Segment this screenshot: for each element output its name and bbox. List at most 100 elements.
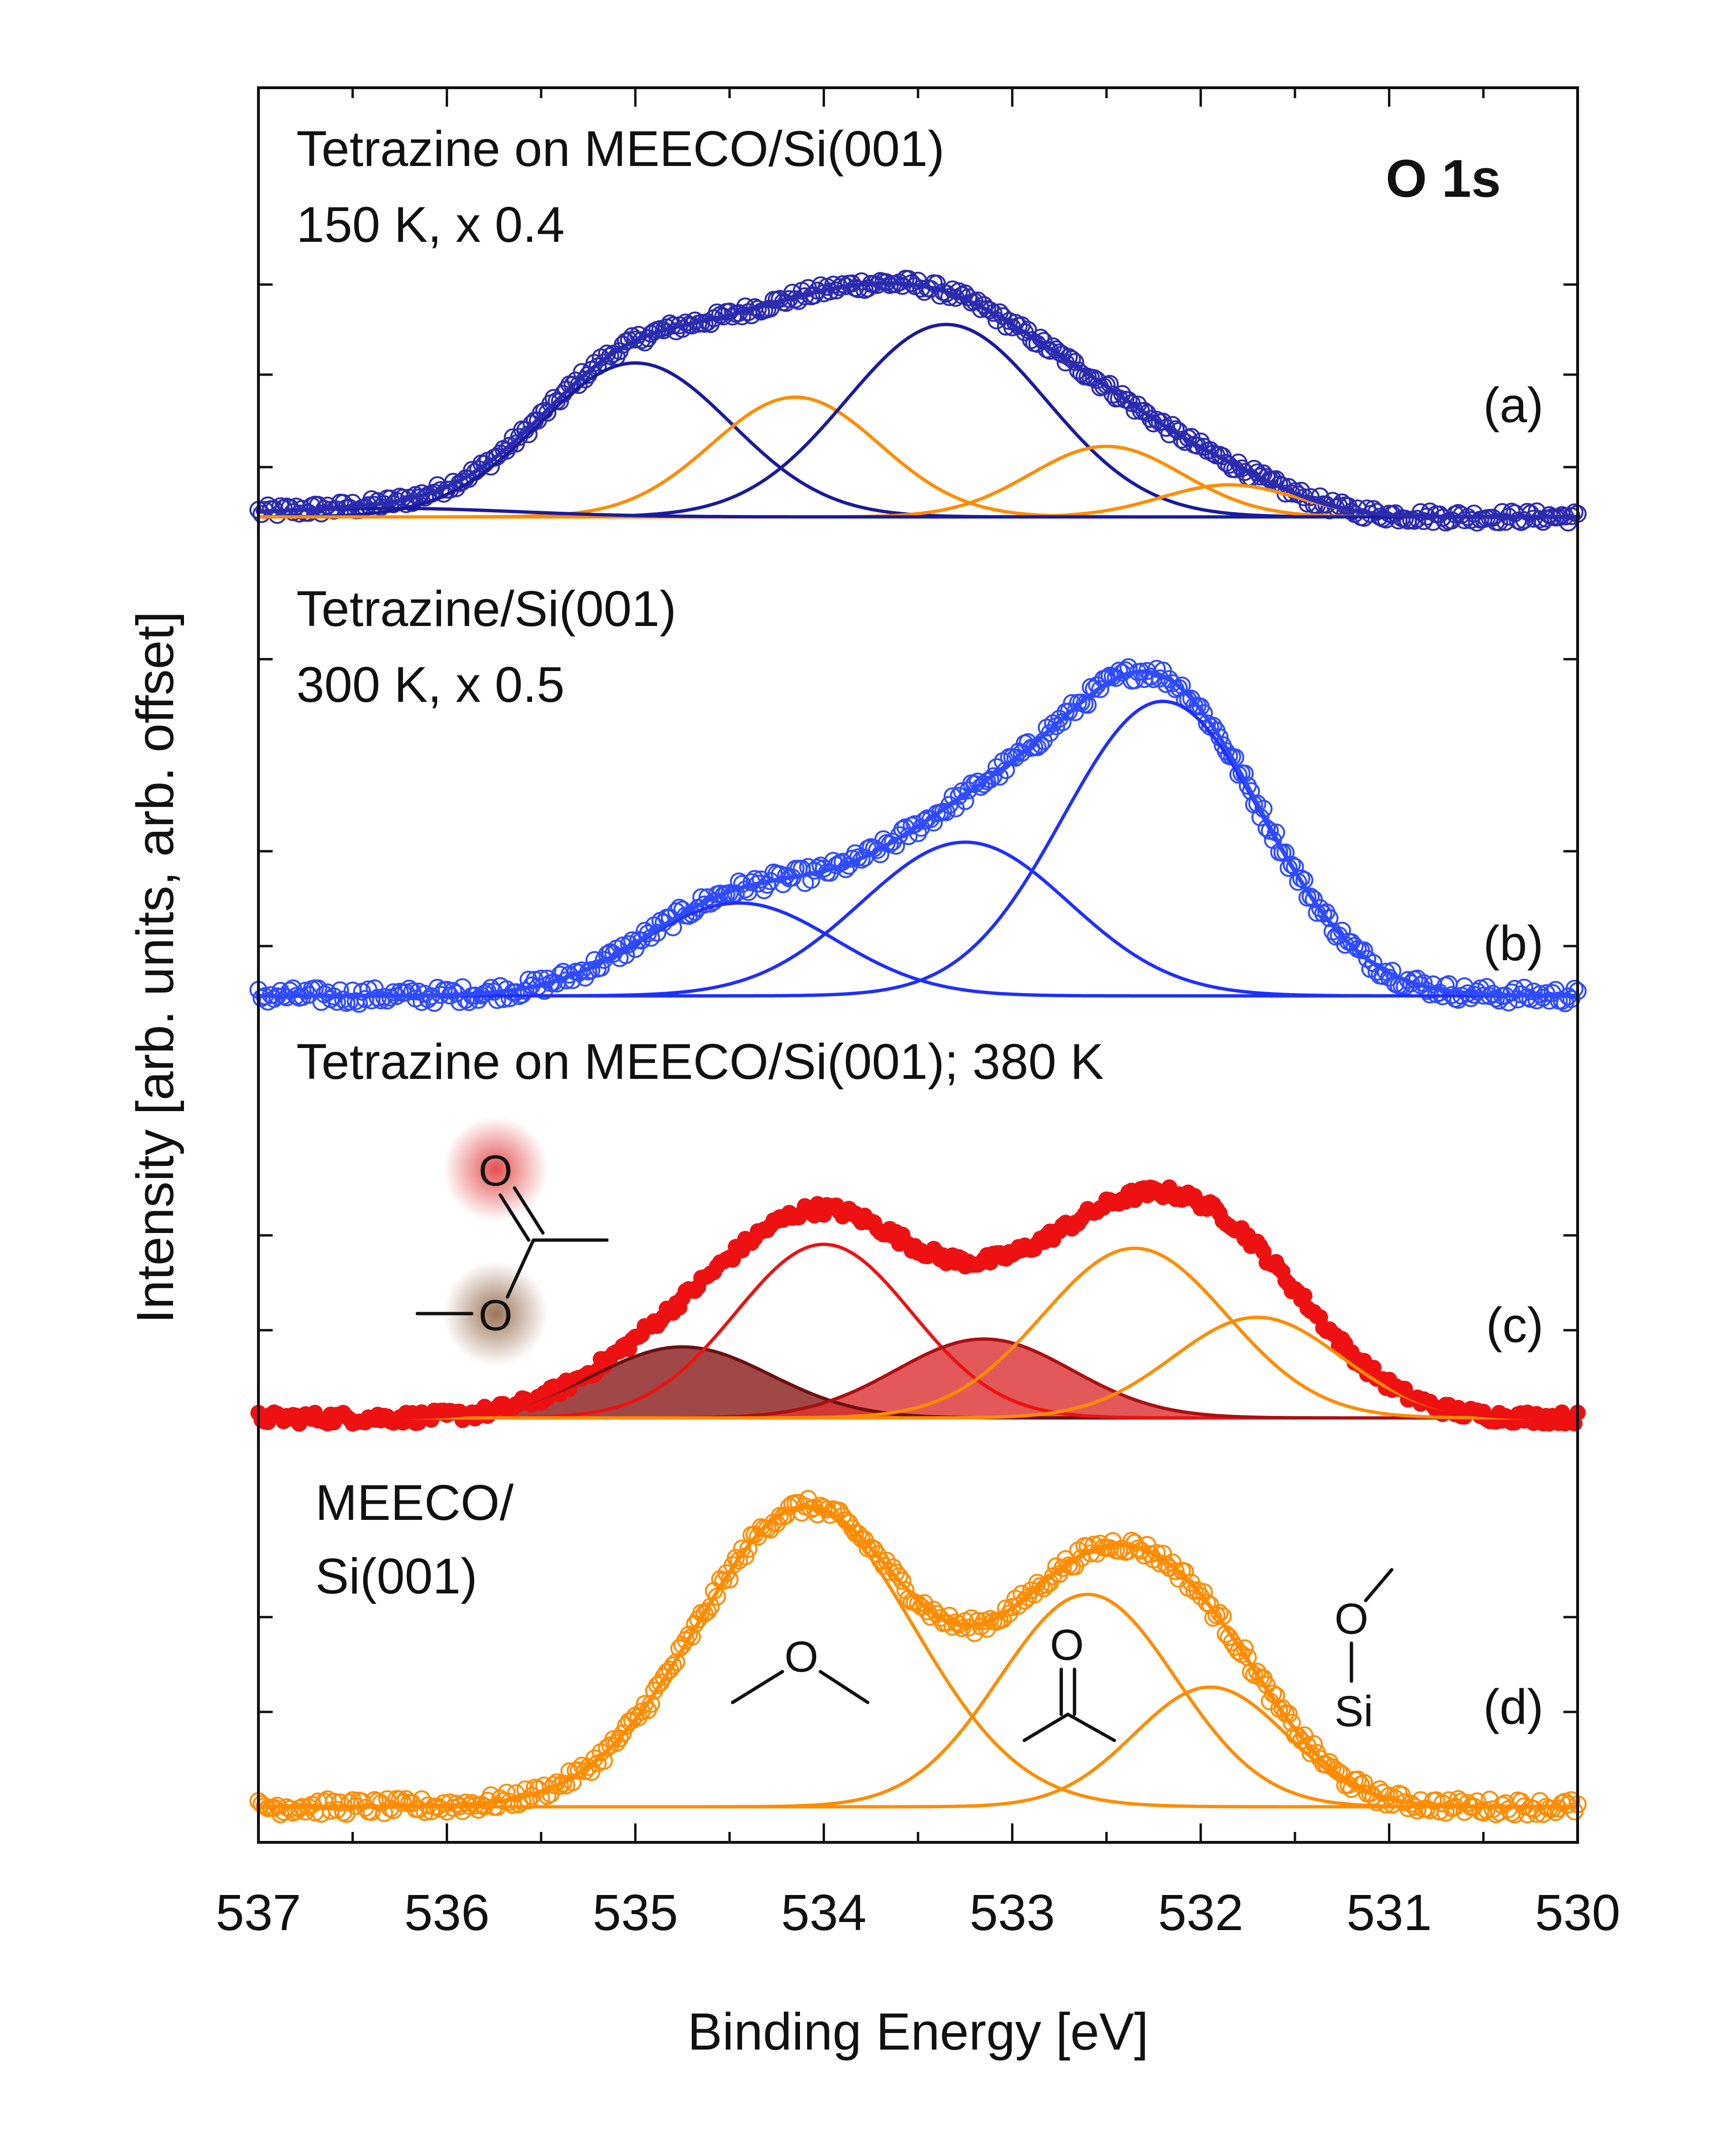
panel-b-data-point	[1217, 742, 1235, 760]
panel-b-data-point	[774, 875, 792, 893]
panel-b-data-point	[1053, 713, 1072, 731]
panel-a-data-point	[1490, 513, 1508, 532]
panel-b-data-point	[1248, 794, 1267, 813]
panel-b-data-point	[1302, 887, 1320, 906]
carbonyl-oxygen-label: O	[478, 1147, 513, 1195]
panel-d-data-point	[959, 1619, 977, 1637]
panel-b-data-point	[1304, 890, 1323, 909]
x-axis: 537 536 535 534 533 532 531 530	[216, 88, 1620, 1941]
panel-d-data-point	[1477, 1801, 1496, 1819]
panel-b	[249, 658, 1587, 1013]
panel-b-component-2	[258, 699, 1578, 998]
panel-b-data-point	[1283, 855, 1301, 874]
ether-oxygen-label: O	[478, 1291, 513, 1340]
panel-a-title-line1: Tetrazine on MEECO/Si(001)	[296, 121, 945, 177]
panel-c	[250, 1179, 1586, 1432]
spectra-panels	[249, 269, 1587, 1824]
panel-c-envelope	[258, 1190, 1578, 1420]
carbonyl-oxygen-glow	[443, 1117, 548, 1221]
panel-b-data-point	[1091, 680, 1110, 699]
panel-d-data-point	[1556, 1793, 1574, 1811]
panel-b-data-point	[444, 982, 462, 1000]
panel-d-data-point	[1031, 1577, 1050, 1595]
panel-b-data-point	[978, 772, 996, 791]
panel-d-data-point	[576, 1762, 594, 1780]
panel-b-data-point	[296, 982, 315, 1000]
x-tick-label: 530	[1535, 1884, 1620, 1941]
x-axis-title: Binding Energy [eV]	[688, 2003, 1148, 2061]
panel-d-data-point	[658, 1663, 676, 1682]
panel-b-data-point	[884, 833, 902, 851]
panel-b-data-point	[1490, 991, 1508, 1010]
x-tick-label: 531	[1346, 1884, 1432, 1941]
panel-d-data-point	[1198, 1593, 1216, 1612]
panel-b-data-point	[1320, 909, 1339, 927]
panel-c-label: (c)	[1486, 1298, 1543, 1353]
panel-b-label: (b)	[1483, 916, 1543, 971]
panel-d-label: (d)	[1483, 1680, 1543, 1735]
panel-a-data-point	[1396, 509, 1414, 528]
panel-d-data-point	[607, 1734, 626, 1752]
panel-d-title-line2: Si(001)	[315, 1548, 478, 1604]
x-tick-label: 536	[404, 1884, 489, 1941]
panel-b-data-point	[808, 859, 827, 877]
panel-b-data-point	[1012, 744, 1031, 762]
panel-d-data-point	[1016, 1591, 1034, 1610]
panel-b-data-point	[569, 964, 588, 982]
panel-a-component-1	[258, 395, 1578, 519]
panel-c-component-4	[258, 1315, 1578, 1420]
panel-a	[249, 269, 1587, 532]
panel-d-envelope	[258, 1504, 1578, 1809]
panel-d	[249, 1490, 1587, 1824]
chart-title: O 1s	[1386, 149, 1501, 208]
panel-b-data-point	[1041, 724, 1059, 742]
panel-a-data-point	[601, 347, 619, 365]
panel-a-data-point	[538, 404, 557, 422]
silanol-ether-icon: O Si	[1334, 1568, 1394, 1736]
panel-d-data-point	[683, 1628, 701, 1646]
ether-oxygen-glow	[443, 1261, 548, 1366]
panel-a-data-point	[1188, 437, 1207, 455]
y-axis-title: Intensity [arb. units, arb. offset]	[126, 611, 184, 1324]
panel-d-data-point	[893, 1572, 911, 1590]
ether-group-oxygen-label: O	[784, 1633, 818, 1681]
panel-b-title-line2: 300 K, x 0.5	[296, 657, 565, 713]
panel-a-component-5	[258, 506, 1578, 519]
panel-d-title-line1: MEECO/	[315, 1475, 514, 1531]
panel-c-component-0-fill	[258, 1347, 1578, 1418]
panel-d-component-2	[258, 1685, 1578, 1809]
panel-a-data-point	[1041, 341, 1059, 360]
panel-c-title-line1: Tetrazine on MEECO/Si(001); 380 K	[296, 1034, 1104, 1090]
panel-a-data-point	[1141, 410, 1160, 428]
panel-c-component-2-fill	[258, 1339, 1578, 1418]
carbonyl-group-icon: O	[1022, 1621, 1116, 1742]
panel-c-data-point	[1296, 1288, 1313, 1304]
si-o-oxygen-label: O	[1334, 1595, 1369, 1643]
panel-d-component-1	[258, 1592, 1578, 1809]
ether-group-icon: O	[731, 1633, 870, 1704]
panel-a-label: (a)	[1483, 378, 1543, 433]
x-tick-label: 533	[970, 1884, 1055, 1941]
panel-a-data-point	[1204, 444, 1222, 463]
panel-a-data-point	[1119, 391, 1138, 409]
panel-b-data-point	[1461, 989, 1480, 1007]
silicon-label: Si	[1334, 1687, 1373, 1736]
panel-b-component-1	[258, 840, 1578, 998]
ester-molecule-icon: O O	[415, 1117, 609, 1366]
panel-a-data-point	[626, 330, 644, 349]
panel-b-envelope	[258, 669, 1578, 998]
panel-b-data-point	[771, 865, 789, 883]
x-tick-label: 534	[781, 1884, 866, 1941]
panel-a-data-point	[849, 280, 868, 298]
panel-d-data-point	[1207, 1606, 1226, 1624]
panel-d-data-point	[664, 1656, 682, 1674]
panel-b-data-point	[397, 983, 415, 1002]
carbonyl-group-oxygen-label: O	[1050, 1621, 1084, 1669]
panel-b-title-line1: Tetrazine/Si(001)	[296, 581, 676, 637]
x-tick-label: 537	[216, 1884, 301, 1941]
panel-a-data-point	[790, 292, 808, 310]
panel-d-data-point	[513, 1793, 532, 1811]
panel-a-envelope	[258, 281, 1578, 519]
panel-d-data-point	[714, 1572, 733, 1590]
